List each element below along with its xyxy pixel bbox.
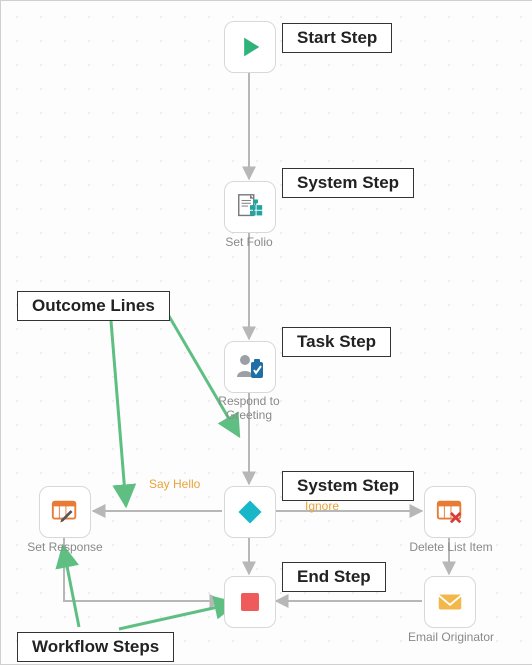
- stop-icon: [238, 590, 262, 614]
- decision-node[interactable]: [224, 486, 276, 538]
- setfolio-node[interactable]: [224, 181, 276, 233]
- callout-task-step: Task Step: [282, 327, 391, 357]
- form-delete-icon: [435, 497, 465, 527]
- email-node[interactable]: [424, 576, 476, 628]
- form-edit-icon: [50, 497, 80, 527]
- edge-label-sayhello: Say Hello: [149, 477, 200, 491]
- deleteitem-label: Delete List Item: [401, 540, 501, 554]
- diamond-icon: [236, 498, 264, 526]
- deleteitem-node[interactable]: [424, 486, 476, 538]
- edge-label-ignore: Ignore: [305, 499, 339, 513]
- edges-layer: [1, 1, 532, 664]
- respond-label: Respond to Greeting: [211, 395, 287, 423]
- setresponse-label: Set Response: [23, 540, 107, 554]
- play-icon: [236, 33, 264, 61]
- usertask-icon: [234, 351, 266, 383]
- start-node[interactable]: [224, 21, 276, 73]
- callout-end-step: End Step: [282, 562, 386, 592]
- callout-workflow-steps: Workflow Steps: [17, 632, 174, 662]
- setresponse-node[interactable]: [39, 486, 91, 538]
- setfolio-label: Set Folio: [221, 235, 277, 249]
- callout-start-step: Start Step: [282, 23, 392, 53]
- callout-system-step-2: System Step: [282, 471, 414, 501]
- envelope-icon: [435, 587, 465, 617]
- respond-node[interactable]: [224, 341, 276, 393]
- doc-icon: [235, 192, 265, 222]
- callout-system-step-1: System Step: [282, 168, 414, 198]
- email-label: Email Originator: [401, 630, 501, 644]
- callout-outcome-lines: Outcome Lines: [17, 291, 170, 321]
- end-node[interactable]: [224, 576, 276, 628]
